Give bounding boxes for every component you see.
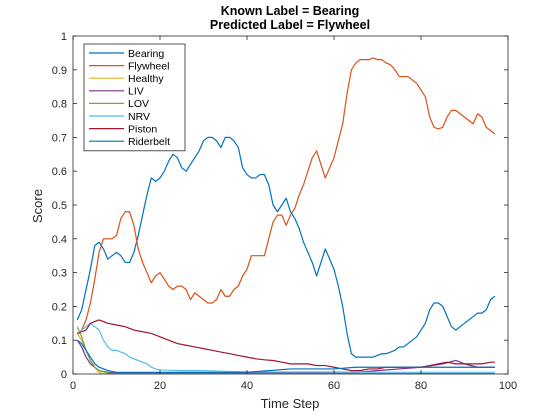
series-line-bearing bbox=[76, 136, 496, 358]
y-tick-label: 0.9 bbox=[52, 65, 67, 77]
series-lines bbox=[76, 57, 496, 374]
x-tick-label: 60 bbox=[328, 380, 340, 392]
y-tick-label: 0.5 bbox=[52, 200, 67, 212]
legend-label-liv: LIV bbox=[128, 86, 144, 98]
y-tick-label: 1 bbox=[61, 31, 67, 43]
series-line-liv bbox=[76, 339, 495, 374]
x-tick-label: 40 bbox=[241, 380, 253, 392]
legend-label-flywheel: Flywheel bbox=[128, 60, 169, 72]
legend-label-healthy: Healthy bbox=[128, 73, 164, 85]
y-tick-label: 0.7 bbox=[52, 132, 67, 144]
legend: BearingFlywheelHealthyLIVLOVNRVPistonRid… bbox=[83, 43, 186, 152]
x-tick-label: 100 bbox=[499, 380, 517, 392]
y-tick-label: 0.8 bbox=[52, 99, 67, 111]
legend-label-nrv: NRV bbox=[128, 111, 150, 123]
legend-box bbox=[83, 43, 186, 152]
series-line-flywheel bbox=[76, 57, 496, 334]
series-line-riderbelt bbox=[76, 339, 495, 373]
legend-label-riderbelt: Riderbelt bbox=[128, 136, 170, 148]
y-tick-label: 0.2 bbox=[52, 301, 67, 313]
y-tick-label: 0.1 bbox=[52, 335, 67, 347]
series-line-nrv bbox=[76, 322, 495, 373]
legend-label-piston: Piston bbox=[128, 123, 157, 135]
y-tick-label: 0.3 bbox=[52, 268, 67, 280]
x-axis-label: Time Step bbox=[261, 396, 320, 411]
y-tick-label: 0.4 bbox=[52, 234, 67, 246]
legend-label-lov: LOV bbox=[128, 98, 149, 110]
axes: 0 20 40 60 80 100 0 0.1 0.2 0.3 0.4 0.5 0.6 0.7 0.8 0.9… bbox=[52, 31, 517, 392]
x-tick-label: 20 bbox=[154, 380, 166, 392]
x-tick-label: 80 bbox=[415, 380, 427, 392]
y-tick-label: 0 bbox=[61, 369, 67, 381]
y-tick-label: 0.6 bbox=[52, 166, 67, 178]
chart-title-line-2: Predicted Label = Flywheel bbox=[210, 18, 370, 32]
y-axis-label: Score bbox=[30, 189, 45, 223]
chart-title-line-1: Known Label = Bearing bbox=[221, 4, 360, 18]
x-tick-label: 0 bbox=[70, 380, 76, 392]
legend-label-bearing: Bearing bbox=[128, 48, 164, 60]
